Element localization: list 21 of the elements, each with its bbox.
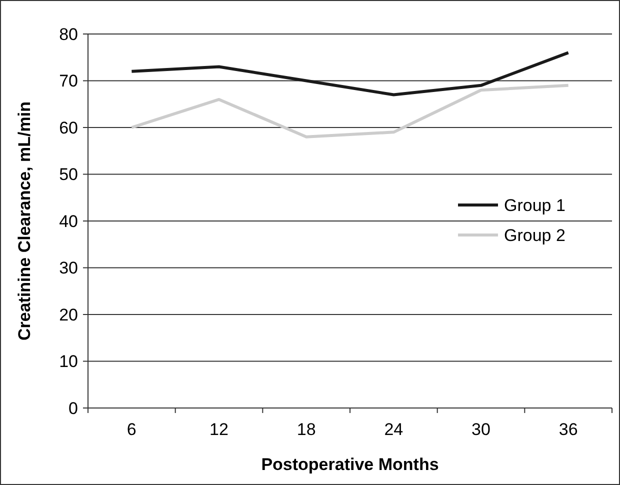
y-tick-label: 0 <box>68 398 78 418</box>
y-tick-label: 50 <box>59 165 78 184</box>
line-series <box>130 84 570 138</box>
x-tick-label: 6 <box>126 420 136 439</box>
y-tick-label: 20 <box>59 305 78 324</box>
y-tick-label: 60 <box>59 118 78 138</box>
x-tick-label: 12 <box>210 420 228 439</box>
line-series <box>130 51 570 96</box>
x-tick-label: 18 <box>296 420 316 439</box>
x-tick-label: 36 <box>558 420 578 439</box>
legend-label: Group 1 <box>504 196 566 215</box>
legend-label: Group 2 <box>504 226 566 245</box>
y-tick-label: 70 <box>59 72 78 91</box>
y-tick-label: 40 <box>59 212 78 231</box>
x-tick-label: 24 <box>384 420 404 439</box>
y-tick-label: 10 <box>59 352 78 372</box>
x-tick-label: 30 <box>472 420 490 439</box>
y-axis-title: Creatinine Clearance, mL/min <box>15 101 34 341</box>
y-tick-label: 30 <box>59 258 78 278</box>
y-tick-label: 80 <box>59 24 78 44</box>
x-axis-title: Postoperative Months <box>261 455 439 474</box>
